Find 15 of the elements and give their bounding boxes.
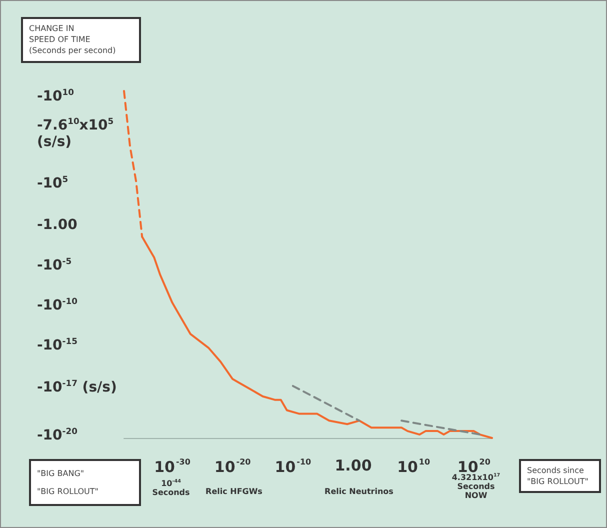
text: -1.00	[37, 217, 78, 234]
text: -7.6$^{10}$x10$^{5}$ (s/s)	[37, 116, 114, 150]
x-tick-label: 1.00	[334, 456, 372, 474]
text: Relic HFGWs	[204, 487, 264, 496]
text: "BIG BANG" "BIG ROLLOUT"	[29, 459, 141, 506]
text: -10$^{-5}$	[37, 256, 72, 274]
text: -10$^{-15}$	[37, 336, 78, 354]
text: -10$^{-17}$ (s/s)	[37, 378, 117, 396]
text: -10$^{5}$	[37, 174, 68, 192]
text: -10$^{-10}$	[37, 296, 78, 314]
x-axis-title: Seconds since "BIG ROLLOUT"	[519, 459, 601, 494]
text: Relic Neutrinos	[324, 487, 394, 496]
text: -10$^{10}$	[37, 87, 74, 105]
text: -10$^{-20}$	[37, 426, 78, 444]
text: CHANGE IN SPEED OF TIME (Seconds per second)	[21, 17, 141, 63]
